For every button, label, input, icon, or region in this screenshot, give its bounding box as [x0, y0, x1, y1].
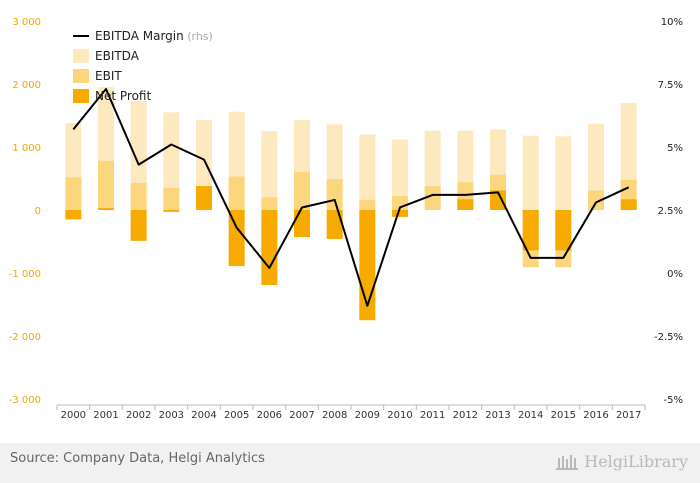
bar-ebitda [392, 139, 408, 210]
bar-net-profit [490, 190, 506, 210]
bar-ebit [261, 197, 278, 210]
x-tick-label: 2000 [61, 410, 86, 421]
legend-label-ebit: EBIT [95, 69, 122, 83]
y-left-tick-label: 3 000 [12, 17, 41, 28]
bar-net-profit [98, 208, 114, 210]
bar-net-profit [228, 210, 245, 267]
bar-ebit [359, 199, 376, 210]
y-left-tick-label: 0 [35, 206, 41, 217]
x-tick-label: 2001 [93, 410, 118, 421]
bar-ebit [294, 172, 310, 210]
y-right-tick-label: -5% [664, 395, 683, 406]
x-tick-label: 2004 [191, 410, 216, 421]
footer: Source: Company Data, Helgi Analytics He… [0, 443, 700, 483]
x-tick-label: 2006 [257, 410, 282, 421]
y-left-tick-label: -1 000 [9, 269, 41, 280]
bar-net-profit [261, 210, 278, 285]
x-tick-label: 2015 [551, 410, 576, 421]
legend-swatch-ebit [73, 69, 89, 83]
bar-net-profit [392, 210, 408, 217]
x-tick-label: 2011 [420, 410, 445, 421]
y-left-tick-label: -2 000 [9, 332, 41, 343]
bar-ebit [326, 179, 343, 210]
x-tick-label: 2002 [126, 410, 151, 421]
x-tick-label: 2014 [518, 410, 543, 421]
y-right-tick-label: 7.5% [658, 80, 683, 91]
legend-label-net-profit: Net Profit [95, 89, 151, 103]
bar-ebitda [163, 112, 180, 210]
legend-label-ebitda-margin: EBITDA Margin (rhs) [95, 29, 213, 43]
bar-net-profit [130, 210, 147, 241]
bar-net-profit [522, 210, 539, 251]
bar-ebit [98, 160, 114, 210]
y-left-tick-label: 2 000 [12, 80, 41, 91]
library-columns-icon [556, 455, 579, 470]
bar-net-profit [457, 199, 474, 210]
x-tick-label: 2003 [159, 410, 184, 421]
bar-ebitda [261, 131, 278, 210]
bar-net-profit [555, 210, 572, 251]
bar-ebitda [359, 134, 376, 210]
bar-ebitda [522, 135, 539, 210]
bar-net-profit [620, 199, 637, 210]
y-left-tick-label: 1 000 [12, 143, 41, 154]
x-tick-label: 2010 [387, 410, 412, 421]
bar-ebit [588, 190, 604, 210]
x-tick-label: 2012 [453, 410, 478, 421]
bar-net-profit [294, 210, 310, 238]
bar-ebit [65, 177, 82, 210]
bar-ebit [424, 186, 441, 210]
y-right-tick-label: 10% [661, 17, 683, 28]
source-note: Source: Company Data, Helgi Analytics [10, 451, 265, 466]
legend-label-ebitda: EBITDA [95, 49, 140, 63]
y-right-tick-label: 0% [667, 269, 683, 280]
x-tick-label: 2008 [322, 410, 347, 421]
y-right-tick-label: -2.5% [654, 332, 683, 343]
x-tick-label: 2007 [289, 410, 314, 421]
bar-ebit [163, 187, 180, 210]
bar-net-profit [196, 186, 212, 210]
x-tick-label: 2013 [485, 410, 510, 421]
brand-name: HelgiLibrary [584, 451, 688, 471]
y-right-tick-label: 2.5% [658, 206, 683, 217]
legend-qualifier: (rhs) [184, 30, 213, 43]
x-tick-label: 2016 [583, 410, 608, 421]
bar-ebit [228, 176, 245, 210]
legend-swatch-ebitda [73, 49, 89, 63]
bar-ebitda [588, 123, 604, 210]
bar-net-profit [65, 210, 82, 220]
y-left-tick-label: -3 000 [9, 395, 41, 406]
y-right-tick-label: 5% [667, 143, 683, 154]
brand-logo[interactable]: HelgiLibrary [554, 449, 688, 473]
chart: 3 000 2 000 1 000 0 -1 000 -2 000 -3 000 10% 7.5… [9, 17, 683, 421]
x-tick-label: 2017 [616, 410, 641, 421]
x-tick-label: 2005 [224, 410, 249, 421]
bar-net-profit [326, 210, 343, 239]
bar-net-profit [163, 210, 180, 212]
bar-ebitda [130, 101, 147, 210]
bar-ebit [130, 182, 147, 210]
x-tick-label: 2009 [355, 410, 380, 421]
legend-swatch-net-profit [73, 89, 89, 103]
bar-ebitda [555, 136, 572, 210]
line-ebitda-margin [72, 88, 630, 307]
